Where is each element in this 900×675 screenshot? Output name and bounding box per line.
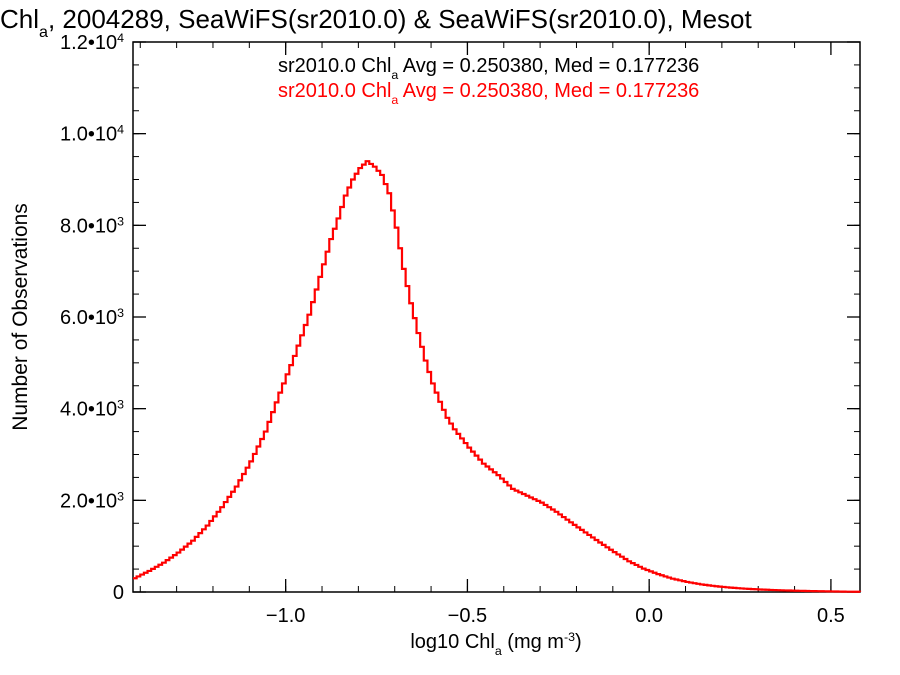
text-part: Avg = 0.250380, Med = 0.177236 <box>398 55 699 77</box>
subscript: a <box>39 23 48 41</box>
y-tick-mantissa: 2.0•10 <box>60 490 117 512</box>
y-axis: 02.0•1034.0•1036.0•1038.0•1031.0•1041.2•… <box>60 31 860 604</box>
text-part: , 2004289, SeaWiFS(sr2010.0) & SeaWiFS(s… <box>48 4 753 34</box>
plot-frame <box>132 41 861 593</box>
legend-entry: sr2010.0 Chla Avg = 0.250380, Med = 0.17… <box>278 55 699 82</box>
y-tick-label: 4.0•103 <box>60 398 124 421</box>
legend: sr2010.0 Chla Avg = 0.250380, Med = 0.17… <box>278 55 699 107</box>
legend-entry: sr2010.0 Chla Avg = 0.250380, Med = 0.17… <box>278 80 699 107</box>
y-tick-exponent: 3 <box>117 489 124 503</box>
text-part: log10 Chl <box>410 631 495 653</box>
x-axis: −1.0 −0.5 0.0 0.5 <box>266 42 845 627</box>
y-tick-label: 8.0•103 <box>60 214 124 237</box>
x-tick-label: 0.0 <box>635 605 663 627</box>
y-tick-label: 1.2•104 <box>60 31 124 54</box>
y-tick-exponent: 3 <box>117 306 124 320</box>
text-part: Avg = 0.250380, Med = 0.177236 <box>398 80 699 102</box>
text-part: (mg m <box>502 631 564 653</box>
x-axis-label: log10 Chla (mg m-3) <box>410 630 581 658</box>
x-tick-label: −1.0 <box>266 605 305 627</box>
text-part: Chl <box>0 4 39 34</box>
y-tick-mantissa: 6.0•10 <box>60 307 117 329</box>
subscript: a <box>391 68 398 82</box>
x-tick-label: −0.5 <box>448 605 487 627</box>
y-tick-exponent: 4 <box>117 123 124 137</box>
subscript: a <box>495 644 502 658</box>
y-tick-mantissa: 0 <box>113 582 124 604</box>
y-tick-exponent: 4 <box>117 31 124 45</box>
text-part: sr2010.0 Chl <box>278 80 391 102</box>
y-tick-mantissa: 1.0•10 <box>60 124 117 146</box>
y-tick-mantissa: 4.0•10 <box>60 399 117 421</box>
text-part: ) <box>575 631 582 653</box>
text-part: sr2010.0 Chl <box>278 55 391 77</box>
y-tick-label: 2.0•103 <box>60 489 124 512</box>
y-axis-label: Number of Observations <box>9 203 32 431</box>
y-tick-mantissa: 1.2•10 <box>60 32 117 54</box>
subscript: a <box>391 93 398 107</box>
x-tick-label: 0.5 <box>817 605 845 627</box>
y-tick-exponent: 3 <box>117 398 124 412</box>
chart-title: Chla, 2004289, SeaWiFS(sr2010.0) & SeaWi… <box>0 4 753 41</box>
superscript: -3 <box>564 630 575 644</box>
y-tick-label: 0 <box>113 582 124 604</box>
y-tick-mantissa: 8.0•10 <box>60 215 117 237</box>
histogram-series <box>133 160 862 593</box>
y-tick-label: 6.0•103 <box>60 306 124 329</box>
y-tick-exponent: 3 <box>117 214 124 228</box>
minor-ticks <box>133 41 860 593</box>
histogram-line <box>133 160 862 593</box>
y-tick-label: 1.0•104 <box>60 123 124 146</box>
